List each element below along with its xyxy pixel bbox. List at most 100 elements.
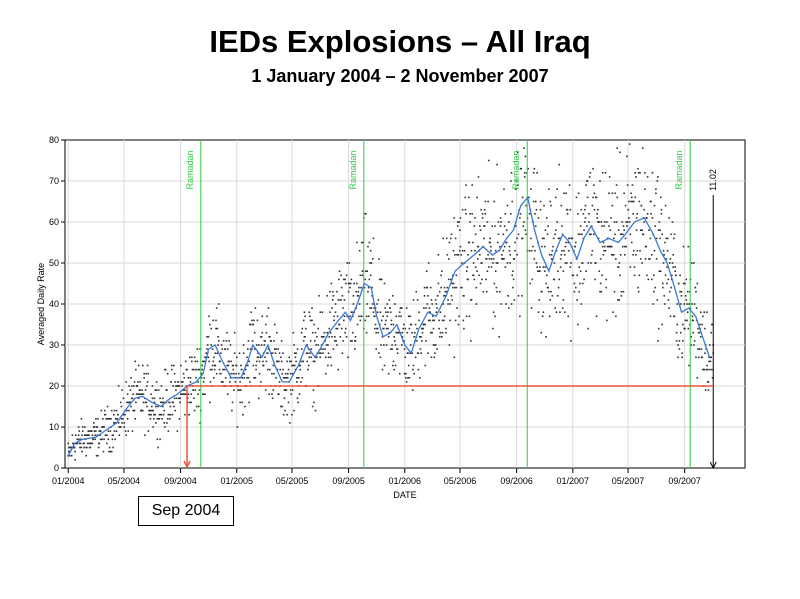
data-point	[697, 327, 699, 330]
data-point	[288, 356, 291, 359]
data-point	[86, 446, 88, 449]
data-point	[485, 258, 488, 260]
data-point	[159, 397, 161, 400]
data-point	[125, 381, 128, 383]
data-point	[211, 364, 214, 367]
data-point	[648, 258, 651, 260]
data-point	[139, 393, 142, 395]
data-point	[167, 430, 170, 432]
data-point	[117, 385, 120, 387]
data-point	[206, 336, 208, 338]
data-point	[354, 336, 357, 338]
data-point	[280, 340, 283, 342]
data-point	[552, 245, 554, 248]
data-point	[217, 340, 220, 342]
data-point	[276, 368, 279, 371]
data-point	[604, 245, 606, 248]
data-point	[503, 245, 506, 248]
data-point	[326, 331, 328, 334]
data-point	[445, 290, 448, 293]
data-point	[677, 344, 679, 346]
data-point	[532, 200, 535, 203]
data-point	[686, 311, 689, 313]
data-point	[468, 241, 471, 244]
data-point	[333, 340, 336, 342]
data-point	[650, 213, 652, 215]
data-point	[291, 372, 294, 375]
data-point	[659, 229, 661, 231]
data-point	[114, 438, 116, 441]
data-point	[551, 249, 554, 252]
data-point	[135, 401, 137, 404]
data-point	[89, 446, 92, 449]
data-point	[470, 340, 472, 342]
data-point	[308, 356, 311, 359]
data-point	[113, 430, 116, 432]
data-point	[106, 442, 108, 445]
data-point	[516, 254, 518, 256]
data-point	[137, 364, 140, 367]
data-point	[513, 258, 516, 260]
data-point	[395, 315, 398, 318]
data-point	[658, 221, 661, 223]
data-point	[653, 274, 655, 277]
data-point	[128, 385, 130, 387]
data-point	[398, 311, 401, 313]
data-point	[154, 413, 157, 416]
data-point	[684, 282, 686, 285]
data-point	[618, 299, 621, 301]
data-point	[365, 315, 368, 318]
data-point	[386, 303, 389, 305]
data-point	[639, 249, 641, 252]
data-point	[177, 381, 179, 383]
data-point	[514, 225, 517, 227]
data-point	[427, 319, 430, 322]
data-point	[688, 303, 690, 305]
data-point	[592, 167, 594, 170]
data-point	[697, 356, 700, 359]
data-point	[467, 278, 469, 281]
data-point	[88, 442, 90, 445]
data-point	[593, 208, 596, 211]
data-point	[106, 405, 109, 408]
data-point	[692, 331, 695, 334]
data-point	[700, 311, 702, 313]
data-point	[501, 258, 504, 260]
data-point	[662, 249, 665, 252]
data-point	[284, 409, 286, 412]
data-point	[332, 348, 335, 350]
data-point	[198, 389, 201, 391]
data-point	[412, 368, 414, 371]
data-point	[417, 368, 420, 371]
data-point	[639, 229, 642, 231]
data-point	[619, 274, 621, 277]
x-tick-label: 09/2004	[164, 476, 197, 486]
data-point	[525, 204, 527, 207]
data-point	[331, 299, 334, 301]
data-point	[586, 180, 589, 182]
data-point	[110, 450, 113, 453]
data-point	[407, 352, 409, 354]
data-point	[457, 254, 460, 256]
data-point	[560, 204, 563, 207]
data-point	[291, 413, 293, 416]
data-point	[171, 368, 173, 371]
data-point	[193, 397, 195, 400]
data-point	[700, 348, 703, 350]
data-point	[679, 274, 681, 277]
data-point	[541, 245, 543, 248]
data-point	[233, 331, 236, 334]
data-point	[593, 192, 596, 195]
data-point	[115, 418, 117, 420]
data-point	[497, 233, 500, 236]
data-point	[559, 258, 562, 260]
data-point	[623, 229, 625, 231]
data-point	[242, 352, 245, 354]
data-point	[459, 217, 462, 219]
data-point	[200, 377, 203, 379]
data-point	[577, 192, 580, 195]
data-point	[640, 204, 643, 207]
data-point	[321, 311, 324, 313]
data-point	[354, 340, 357, 342]
data-point	[479, 229, 482, 231]
